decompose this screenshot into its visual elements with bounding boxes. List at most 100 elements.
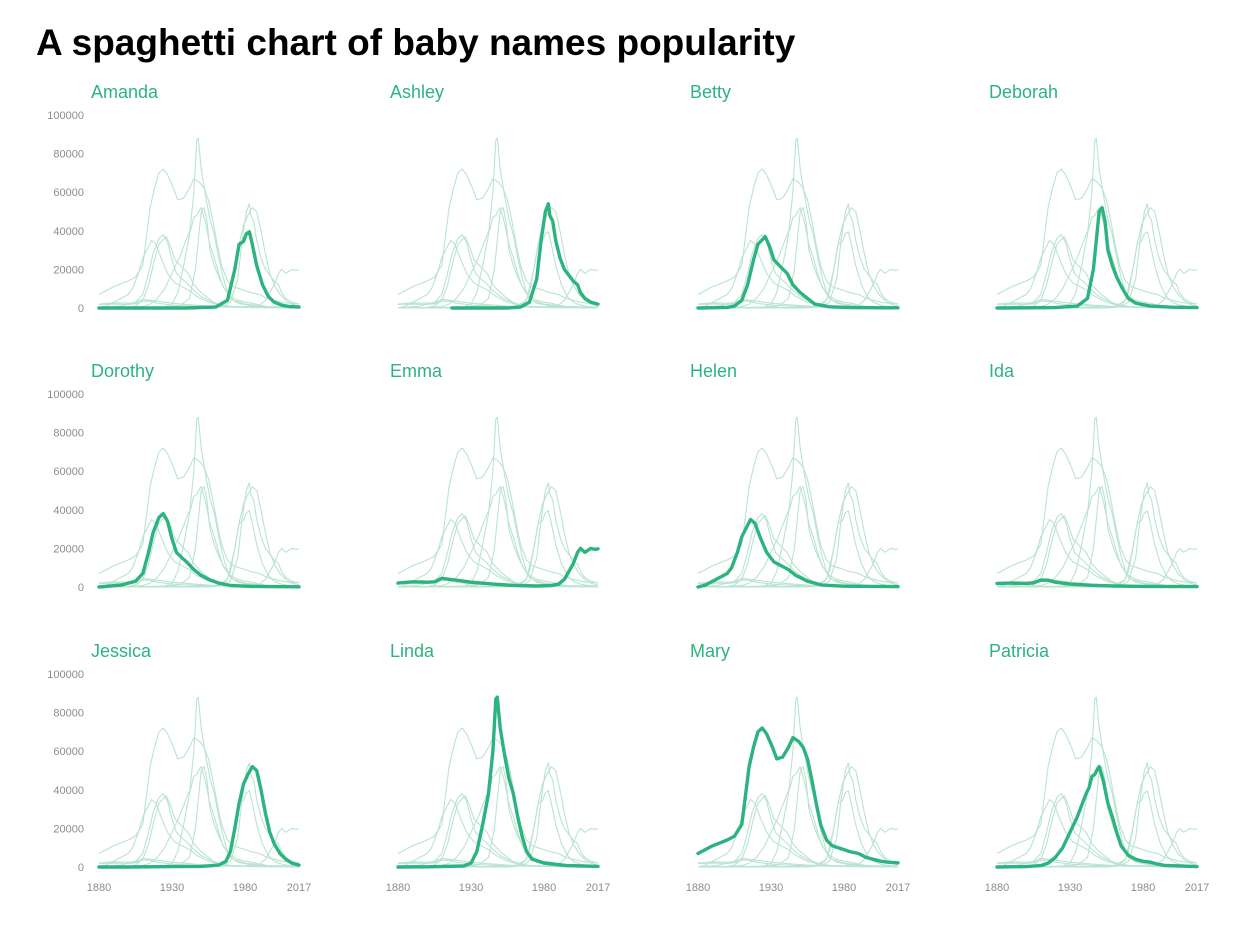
panel-title-jessica: Jessica bbox=[91, 641, 152, 661]
panel-helen: Helen bbox=[690, 361, 900, 589]
panel-title-ashley: Ashley bbox=[390, 82, 444, 102]
x-tick-label: 2017 bbox=[1185, 882, 1209, 894]
highlight-line-jessica bbox=[97, 764, 301, 869]
background-line-dorothy bbox=[397, 234, 599, 309]
background-line-ashley bbox=[752, 762, 899, 868]
panel-jessica: Jessica 0 20000 40000 60000 80000 100000 1880 19… bbox=[47, 641, 311, 894]
background-line-linda bbox=[98, 137, 300, 309]
background-line-ida bbox=[397, 859, 599, 868]
highlight-line-betty bbox=[696, 234, 900, 310]
background-line-mary bbox=[397, 447, 599, 584]
background-line-helen bbox=[996, 798, 1198, 868]
panel-mary: Mary 1880 1930 1980 2017 bbox=[686, 641, 910, 894]
background-line-mary bbox=[98, 727, 300, 864]
background-line-dorothy bbox=[996, 234, 1198, 309]
background-line-helen bbox=[397, 518, 599, 588]
background-line-ashley bbox=[153, 482, 300, 588]
panel-title-linda: Linda bbox=[390, 641, 435, 661]
background-line-mary bbox=[98, 447, 300, 584]
y-tick-label: 60000 bbox=[53, 746, 84, 758]
background-line-jessica bbox=[997, 207, 1198, 309]
y-tick-label: 80000 bbox=[53, 149, 84, 161]
background-line-helen bbox=[697, 239, 899, 309]
background-line-patricia bbox=[98, 486, 300, 588]
background-line-jessica bbox=[698, 486, 899, 588]
background-line-patricia bbox=[697, 486, 899, 588]
background-line-mary bbox=[397, 168, 599, 305]
background-line-helen bbox=[98, 798, 300, 868]
panel-title-deborah: Deborah bbox=[989, 82, 1058, 102]
background-line-helen bbox=[996, 239, 1198, 309]
background-line-linda bbox=[98, 416, 300, 588]
y-tick-label: 100000 bbox=[47, 389, 84, 401]
background-line-dorothy bbox=[996, 513, 1198, 588]
panel-title-ida: Ida bbox=[989, 361, 1015, 381]
y-tick-label: 40000 bbox=[53, 785, 84, 797]
x-tick-label: 1980 bbox=[532, 882, 556, 894]
background-line-patricia bbox=[98, 207, 300, 309]
background-line-mary bbox=[996, 168, 1198, 305]
y-tick-label: 60000 bbox=[53, 187, 84, 199]
background-line-jessica bbox=[698, 207, 899, 309]
panel-title-patricia: Patricia bbox=[989, 641, 1050, 661]
x-tick-label: 1880 bbox=[686, 882, 710, 894]
background-line-ashley bbox=[1051, 482, 1198, 588]
y-tick-label: 20000 bbox=[53, 264, 84, 276]
background-line-linda bbox=[98, 696, 300, 868]
panel-title-amanda: Amanda bbox=[91, 82, 159, 102]
x-tick-label: 2017 bbox=[586, 882, 610, 894]
highlight-line-dorothy bbox=[97, 512, 301, 589]
x-tick-label: 1930 bbox=[1058, 882, 1082, 894]
highlight-line-ida bbox=[995, 578, 1199, 589]
background-line-dorothy bbox=[397, 793, 599, 868]
background-line-ida bbox=[98, 300, 300, 309]
y-tick-label: 20000 bbox=[53, 543, 84, 555]
background-line-patricia bbox=[697, 766, 899, 868]
background-line-helen bbox=[397, 798, 599, 868]
background-line-mary bbox=[996, 727, 1198, 864]
background-line-linda bbox=[397, 137, 599, 309]
panel-deborah: Deborah bbox=[989, 82, 1199, 310]
background-line-ashley bbox=[452, 482, 599, 588]
background-line-ida bbox=[697, 300, 899, 309]
x-tick-label: 2017 bbox=[287, 882, 311, 894]
background-line-patricia bbox=[397, 207, 599, 309]
background-line-mary bbox=[996, 447, 1198, 584]
background-line-mary bbox=[697, 168, 899, 305]
background-line-linda bbox=[697, 137, 899, 309]
y-tick-label: 40000 bbox=[53, 505, 84, 517]
x-tick-label: 1980 bbox=[832, 882, 856, 894]
background-line-jessica bbox=[698, 766, 899, 868]
background-line-linda bbox=[697, 416, 899, 588]
y-tick-label: 100000 bbox=[47, 110, 84, 122]
background-line-patricia bbox=[397, 486, 599, 588]
background-line-helen bbox=[397, 239, 599, 309]
background-line-mary bbox=[98, 168, 300, 305]
background-line-patricia bbox=[996, 207, 1198, 309]
background-line-dorothy bbox=[697, 793, 899, 868]
x-tick-label: 1930 bbox=[160, 882, 184, 894]
panel-amanda: Amanda 0 20000 40000 60000 80000 100000 bbox=[47, 82, 301, 315]
background-line-helen bbox=[996, 518, 1198, 588]
x-tick-label: 2017 bbox=[886, 882, 910, 894]
y-tick-label: 0 bbox=[78, 582, 84, 594]
x-tick-label: 1980 bbox=[233, 882, 257, 894]
panel-ida: Ida bbox=[989, 361, 1199, 589]
highlight-line-mary bbox=[696, 726, 900, 865]
background-line-dorothy bbox=[98, 793, 300, 868]
highlight-line-helen bbox=[696, 517, 900, 589]
background-line-linda bbox=[996, 416, 1198, 588]
panel-ashley: Ashley bbox=[390, 82, 600, 310]
x-tick-label: 1880 bbox=[386, 882, 410, 894]
chart-title: A spaghetti chart of baby names populari… bbox=[36, 22, 796, 63]
x-tick-label: 1880 bbox=[985, 882, 1009, 894]
panel-dorothy: Dorothy 0 20000 40000 60000 80000 100000 bbox=[47, 361, 301, 594]
y-tick-label: 60000 bbox=[53, 466, 84, 478]
background-line-patricia bbox=[98, 766, 300, 868]
x-tick-label: 1980 bbox=[1131, 882, 1155, 894]
highlight-line-patricia bbox=[995, 764, 1199, 869]
highlight-line-amanda bbox=[97, 230, 301, 310]
y-tick-label: 80000 bbox=[53, 428, 84, 440]
x-tick-label: 1930 bbox=[759, 882, 783, 894]
x-tick-label: 1880 bbox=[87, 882, 111, 894]
